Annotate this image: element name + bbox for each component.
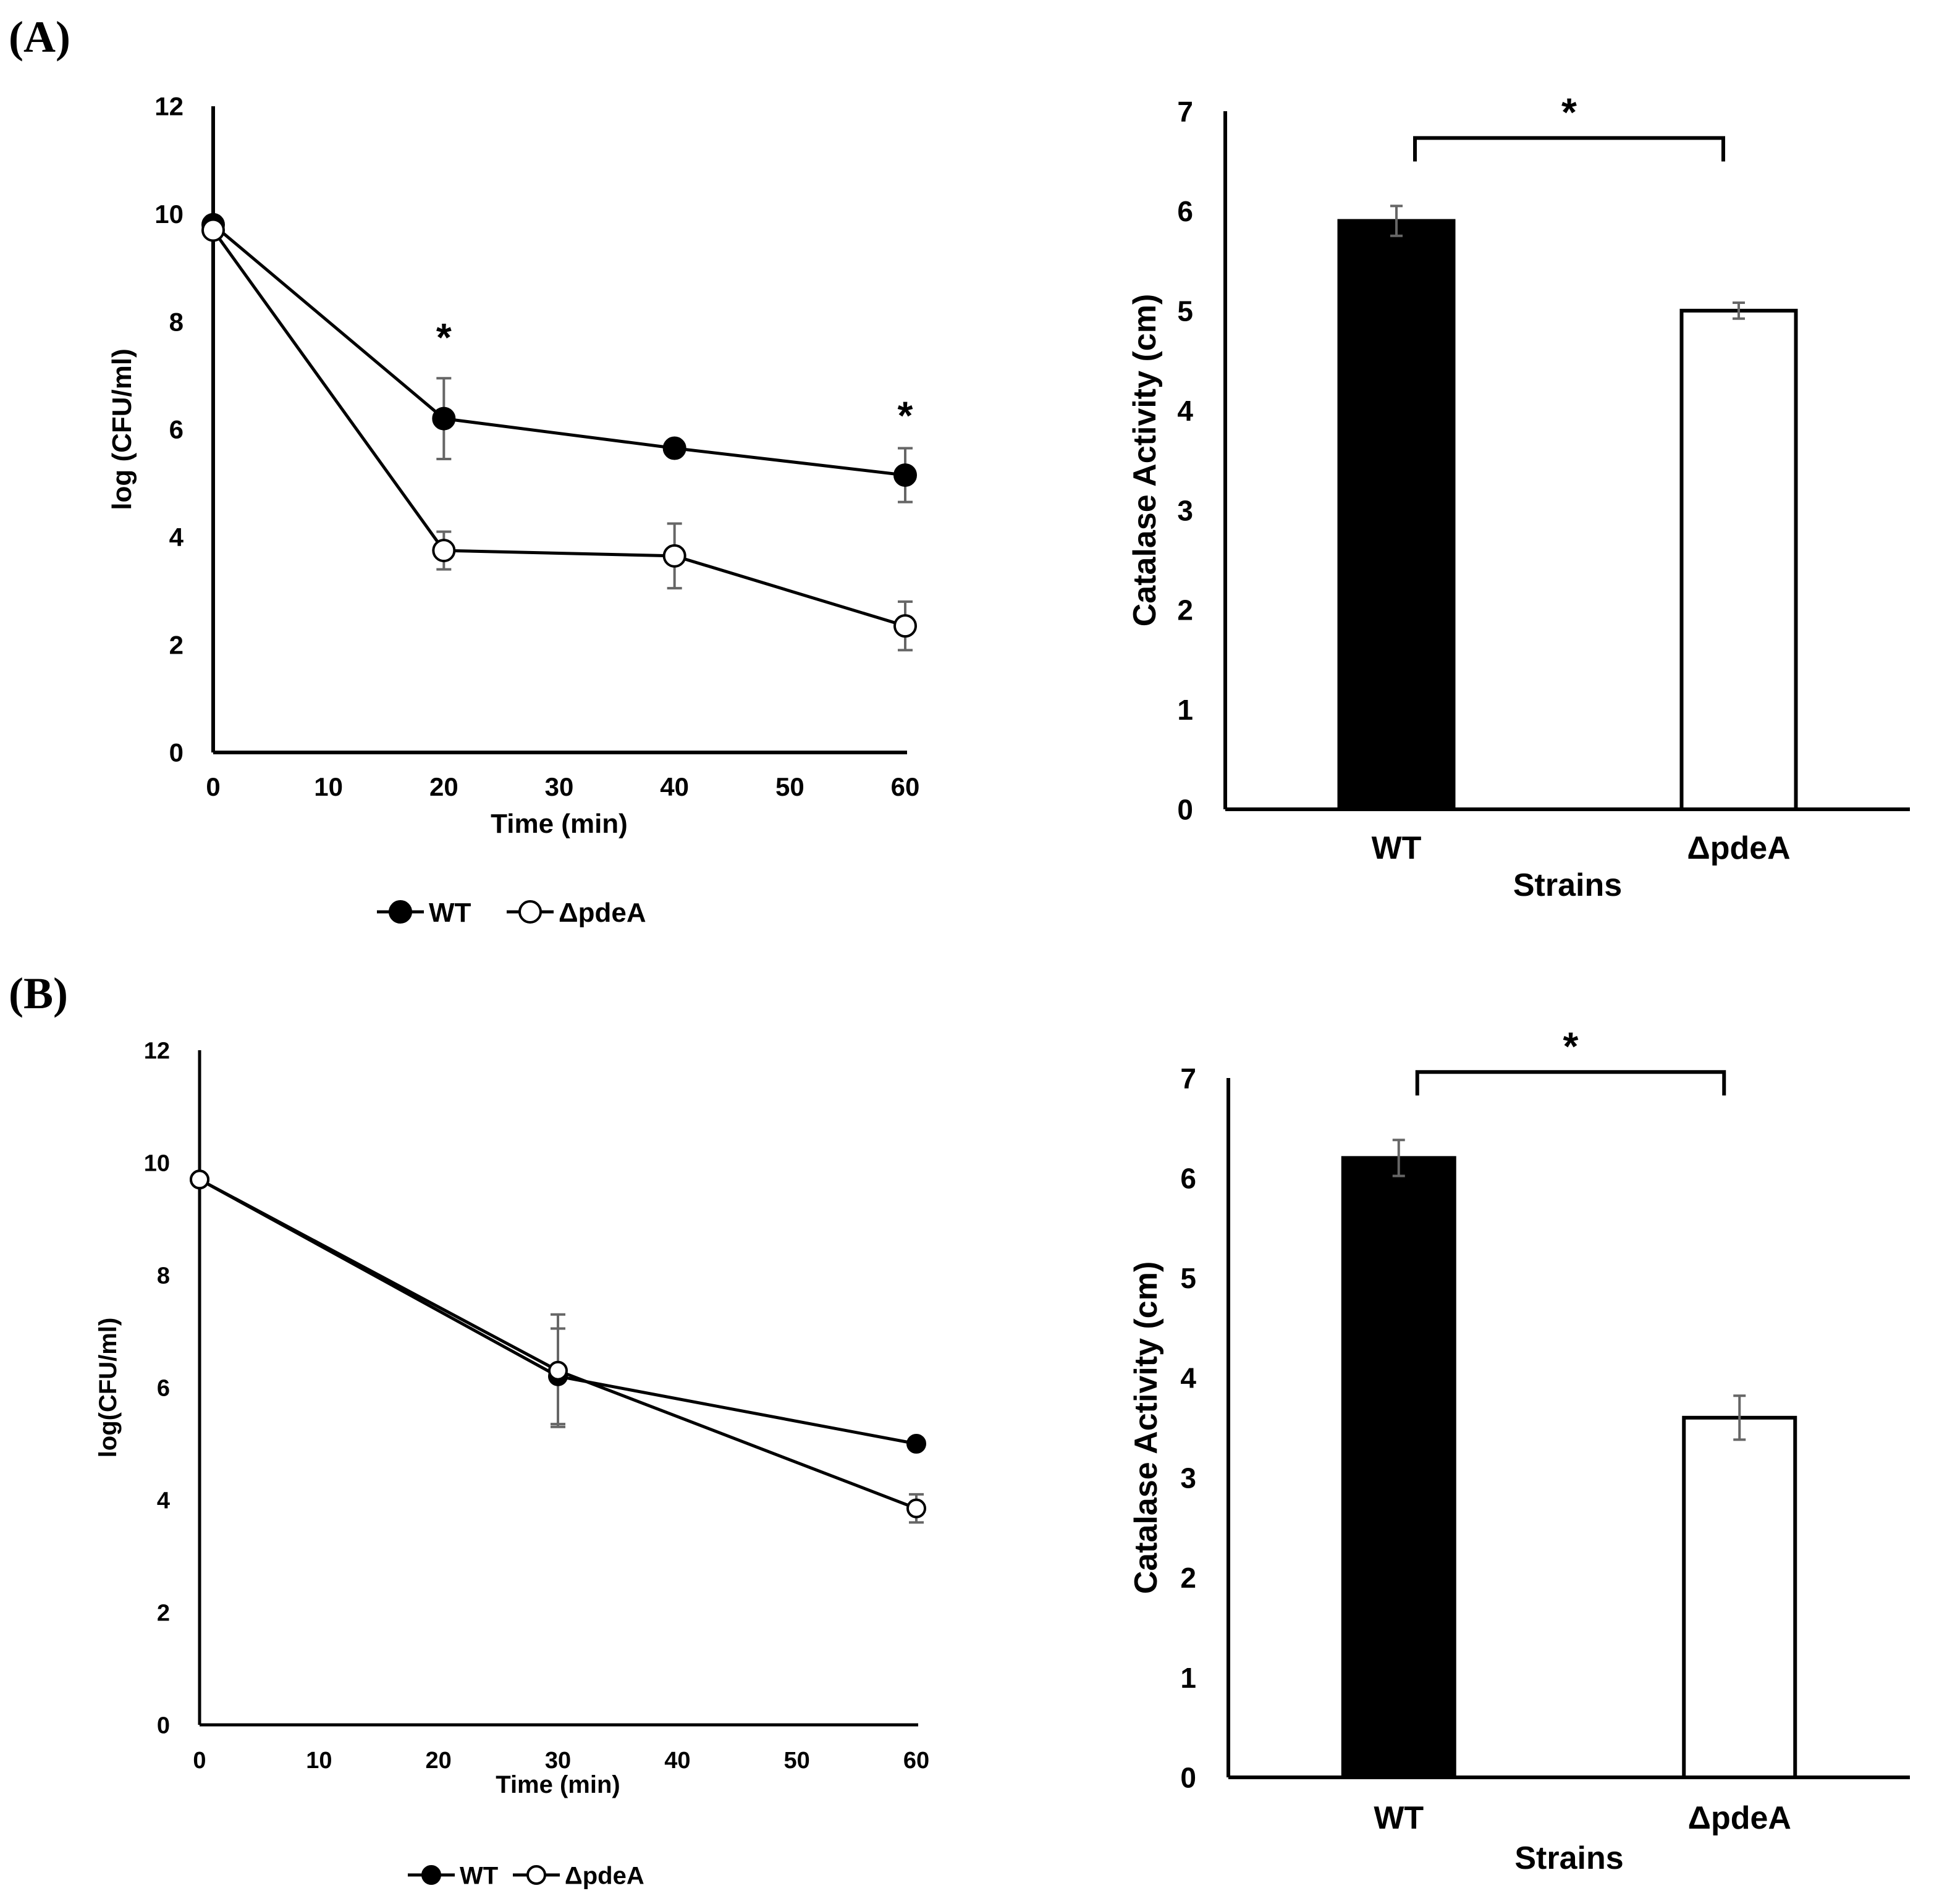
c2-legend-marker-pdea bbox=[526, 1865, 546, 1885]
c3-y-tick-label: 4 bbox=[1180, 1362, 1196, 1394]
c0-point-wt bbox=[432, 406, 456, 431]
c2-x-tick-label: 10 bbox=[306, 1748, 332, 1774]
c0-y-tick-label: 10 bbox=[154, 200, 184, 229]
c2-y-tick-label: 12 bbox=[144, 1038, 170, 1064]
c1-y-tick-label: 2 bbox=[1177, 594, 1193, 626]
c0-x-tick-label: 40 bbox=[660, 772, 689, 801]
c2-x-tick-label: 30 bbox=[545, 1748, 571, 1774]
chart-b-line-svg: 0 2 4 6 8 10 12 0 10 20 30 40 50 60 Time (min) log(CFU/… bbox=[95, 1038, 929, 1889]
c0-series-line-wt bbox=[212, 223, 906, 477]
c3-x-tick-label: ΔpdeA bbox=[1688, 1800, 1791, 1836]
c2-x-axis-label: Time (min) bbox=[496, 1771, 620, 1798]
c1-y-axis-label: Catalase Activity (cm) bbox=[1127, 294, 1163, 627]
c1-x-axis-label: Strains bbox=[1513, 867, 1622, 903]
c0-legend-marker-wt bbox=[389, 900, 412, 924]
c2-x-tick-label: 0 bbox=[193, 1748, 206, 1774]
c2-legend-label: WT bbox=[460, 1862, 498, 1889]
c3-y-tick-label: 6 bbox=[1180, 1162, 1196, 1194]
c2-y-tick-label: 8 bbox=[157, 1263, 170, 1289]
c1-y-tick-label: 5 bbox=[1177, 295, 1193, 327]
c1-y-tick-label: 3 bbox=[1177, 494, 1193, 526]
c0-point-wt bbox=[662, 436, 686, 460]
c2-y-tick-label: 2 bbox=[157, 1600, 170, 1626]
chart-b-bar: 0 1 2 3 4 5 6 7 WT ΔpdeA * Strains Catalase Activity… bbox=[989, 1013, 1955, 1901]
chart-b-bar-svg: 0 1 2 3 4 5 6 7 WT ΔpdeA * Strains Catalase Activity… bbox=[1128, 1024, 1910, 1876]
c0-legend-label: ΔpdeA bbox=[559, 898, 646, 928]
c3-x-axis-label: Strains bbox=[1514, 1840, 1623, 1876]
c1-y-tick-label: 7 bbox=[1177, 96, 1193, 128]
c2-y-tick-label: 0 bbox=[157, 1712, 170, 1738]
c1-significance-star: * bbox=[1561, 90, 1577, 134]
c0-series-line-pdea bbox=[211, 229, 906, 628]
c0-x-tick-label: 60 bbox=[891, 772, 920, 801]
panel-label-b: (B) bbox=[9, 969, 68, 1018]
c2-y-tick-label: 10 bbox=[144, 1150, 170, 1176]
c2-point-pdea bbox=[190, 1169, 209, 1190]
c3-bar-wt bbox=[1341, 1156, 1456, 1780]
c0-y-tick-label: 8 bbox=[169, 307, 184, 336]
c3-bar-pdea bbox=[1682, 1415, 1797, 1779]
c2-legend-marker-wt bbox=[421, 1865, 441, 1885]
c0-y-axis-label: log (CFU/ml) bbox=[107, 348, 137, 510]
c1-bar-wt bbox=[1337, 219, 1456, 812]
c0-y-tick-label: 6 bbox=[169, 415, 184, 444]
c3-y-axis-label: Catalase Activity (cm) bbox=[1128, 1262, 1164, 1594]
c1-x-tick-label: ΔpdeA bbox=[1687, 830, 1790, 866]
c2-x-tick-label: 20 bbox=[426, 1748, 452, 1774]
chart-a-line-svg: 0 2 4 6 8 10 12 0 10 20 30 40 50 60 Time (min) log (CFU… bbox=[107, 92, 920, 928]
c0-point-pdea bbox=[893, 614, 917, 638]
c2-legend-label: ΔpdeA bbox=[565, 1862, 644, 1889]
chart-a-bar-svg: 0 1 2 3 4 5 6 7 WT ΔpdeA * Strains Catalase Activity… bbox=[1127, 90, 1910, 903]
c0-x-tick-label: 20 bbox=[429, 772, 458, 801]
c0-x-tick-label: 50 bbox=[775, 772, 804, 801]
c0-x-tick-label: 10 bbox=[314, 772, 343, 801]
c2-x-tick-label: 50 bbox=[784, 1748, 810, 1774]
c0-point-pdea bbox=[432, 539, 456, 563]
c2-x-tick-label: 40 bbox=[664, 1748, 690, 1774]
c0-significance-star: * bbox=[898, 393, 913, 437]
c0-x-tick-label: 0 bbox=[206, 772, 220, 801]
c0-legend-marker-pdea bbox=[518, 900, 542, 924]
c0-y-tick-label: 4 bbox=[169, 523, 184, 552]
c0-y-tick-label: 2 bbox=[169, 630, 184, 659]
c2-point-wt bbox=[906, 1434, 926, 1454]
c0-x-tick-label: 30 bbox=[545, 772, 574, 801]
c0-point-wt bbox=[893, 463, 917, 487]
c0-y-tick-label: 12 bbox=[154, 92, 184, 121]
c3-y-tick-label: 7 bbox=[1180, 1063, 1196, 1095]
c3-significance-bracket bbox=[1415, 1070, 1726, 1096]
chart-a-line: 0 2 4 6 8 10 12 0 10 20 30 40 50 60 Time (min) log (CFU… bbox=[0, 62, 989, 951]
c0-y-tick-label: 0 bbox=[169, 738, 184, 767]
c0-legend-label: WT bbox=[429, 898, 471, 928]
c2-y-tick-label: 4 bbox=[157, 1488, 170, 1514]
c3-significance-star: * bbox=[1563, 1024, 1579, 1068]
c2-y-tick-label: 6 bbox=[157, 1375, 170, 1401]
c1-y-tick-label: 6 bbox=[1177, 195, 1193, 227]
chart-b-line: 0 2 4 6 8 10 12 0 10 20 30 40 50 60 Time (min) log(CFU/… bbox=[0, 1013, 989, 1901]
c2-x-tick-label: 60 bbox=[903, 1748, 929, 1774]
c2-point-pdea bbox=[906, 1498, 926, 1519]
c0-significance-star: * bbox=[436, 315, 452, 360]
c1-y-tick-label: 4 bbox=[1177, 395, 1193, 427]
c0-point-pdea bbox=[201, 218, 225, 242]
c3-y-tick-label: 0 bbox=[1180, 1762, 1196, 1794]
c1-significance-bracket bbox=[1413, 136, 1725, 162]
c0-x-axis-label: Time (min) bbox=[491, 809, 628, 839]
chart-a-bar: 0 1 2 3 4 5 6 7 WT ΔpdeA * Strains Catalase Activity… bbox=[989, 62, 1955, 951]
c1-y-tick-label: 1 bbox=[1177, 694, 1193, 726]
c3-y-tick-label: 2 bbox=[1180, 1562, 1196, 1594]
panel-label-a: (A) bbox=[9, 12, 70, 62]
c3-y-tick-label: 3 bbox=[1180, 1462, 1196, 1494]
c3-y-tick-label: 1 bbox=[1180, 1662, 1196, 1694]
c2-point-pdea bbox=[548, 1360, 568, 1381]
c1-x-tick-label: WT bbox=[1372, 830, 1422, 866]
c1-bar-pdea bbox=[1679, 308, 1798, 812]
c3-x-tick-label: WT bbox=[1374, 1800, 1424, 1836]
c2-y-axis-label: log(CFU/ml) bbox=[95, 1318, 122, 1458]
c1-y-tick-label: 0 bbox=[1177, 794, 1193, 826]
c3-y-tick-label: 5 bbox=[1180, 1262, 1196, 1294]
c0-point-pdea bbox=[662, 544, 686, 568]
